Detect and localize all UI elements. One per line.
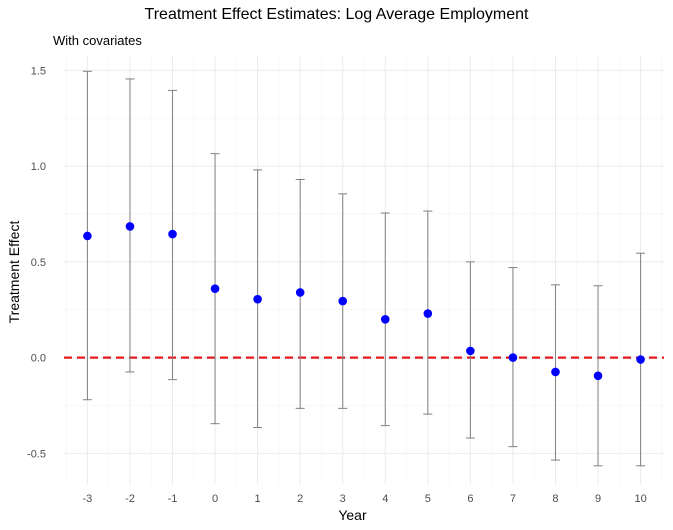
x-tick-label: 2: [297, 493, 303, 505]
x-tick-label: -1: [168, 493, 178, 505]
x-tick-label: 6: [467, 493, 473, 505]
y-tick-labels: -0.5 0.0 0.5 1.0 1.5: [27, 65, 46, 460]
x-tick-label: 10: [634, 493, 646, 505]
data-point: [253, 294, 262, 304]
y-tick-label: 1.0: [31, 161, 46, 173]
x-tick-label: 3: [340, 493, 346, 505]
data-point: [168, 229, 177, 239]
data-point: [593, 371, 603, 381]
data-point: [338, 296, 348, 306]
data-point: [125, 222, 135, 231]
data-point: [210, 284, 220, 293]
data-point: [636, 355, 645, 364]
data-point: [423, 309, 433, 318]
data-point: [295, 288, 305, 297]
data-point: [83, 231, 92, 241]
x-tick-label: 8: [552, 493, 558, 505]
x-tick-label: -3: [83, 493, 93, 505]
y-tick-label: 0.0: [31, 353, 46, 365]
y-tick-label: -0.5: [27, 448, 46, 460]
x-tick-label: 7: [510, 493, 516, 505]
data-point: [551, 367, 560, 377]
x-tick-label: 5: [425, 493, 431, 505]
chart-subtitle: With covariates: [53, 33, 142, 48]
x-tick-label: 0: [212, 493, 218, 505]
x-axis-label: Year: [338, 507, 367, 523]
x-tick-labels: -3 -2 -1 0 1 2 3 4 5 6 7 8 9 10: [83, 493, 647, 505]
y-tick-label: 0.5: [31, 257, 46, 269]
chart-title: Treatment Effect Estimates: Log Average …: [144, 6, 529, 23]
data-point: [466, 346, 475, 356]
data-points: [83, 222, 645, 381]
data-point: [380, 314, 390, 324]
x-tick-label: -2: [125, 493, 135, 505]
x-tick-label: 1: [255, 493, 261, 505]
x-tick-label: 4: [382, 493, 388, 505]
grid-lines: [64, 55, 664, 484]
x-tick-label: 9: [595, 493, 601, 505]
data-point: [508, 353, 518, 362]
y-tick-label: 1.5: [31, 65, 46, 77]
